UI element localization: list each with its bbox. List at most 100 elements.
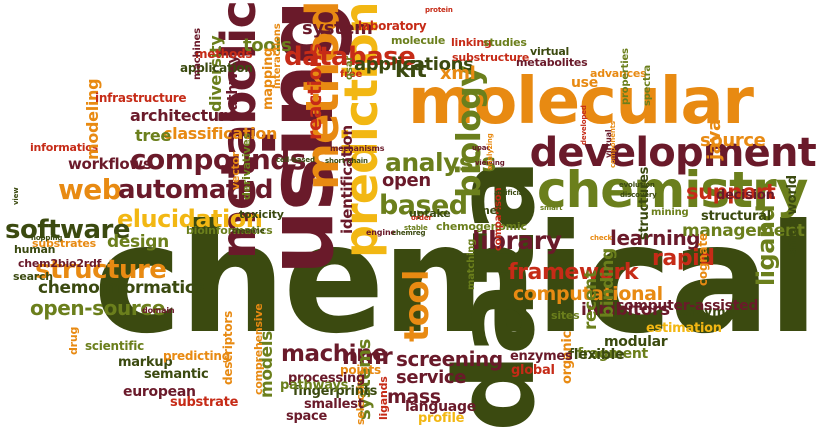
cloud-word: substructure [452,51,530,64]
cloud-word: framework [508,260,639,285]
cloud-word: tool [397,270,437,342]
cloud-word: check [590,234,612,242]
cloud-word: biology [449,65,488,198]
cloud-word: chemoinformatics [38,278,205,298]
cloud-word: artificial [494,189,526,197]
cloud-word: pathways [280,378,349,393]
cloud-word: database [284,42,416,72]
cloud-word: machine [281,341,388,367]
cloud-word: chem2bio2rdf [18,257,102,270]
cloud-word: management [682,221,805,241]
cloud-word: estimation [646,321,722,336]
cloud-word: bioinformatics [186,224,273,237]
cloud-word: space [286,409,328,424]
cloud-word: substrate [170,395,239,410]
cloud-word: screening [396,347,503,371]
cloud-word: automated [118,175,274,205]
cloud-word: new [482,204,507,217]
cloud-word: european [123,384,196,400]
cloud-word: markup [118,355,173,370]
cloud-word: studies [483,36,527,49]
cloud-word: substrates [32,237,96,250]
cloud-word: classification [163,124,278,143]
cloud-word: machines [192,28,203,80]
cloud-word: sites [551,309,580,322]
cloud-word: domain [142,306,175,315]
cloud-word: structural [701,209,771,224]
cloud-word: chemine [232,227,265,235]
cloud-word: vector [229,151,242,190]
cloud-word: kit [395,58,427,83]
cloud-word: methods [195,47,253,61]
cloud-word: system [302,18,373,39]
cloud-word: matching [466,238,477,290]
cloud-word: based [379,190,468,221]
cloud-word: computer-assisted [616,298,759,314]
cloud-word: library [472,226,562,255]
cloud-word: fragment [577,346,648,362]
cloud-word: laboratory [358,19,427,33]
cloud-word: hopping [31,234,63,242]
cloud-word: elucidation [117,205,263,233]
cloud-word: drug [67,326,80,355]
cloud-word: fingerprints [293,384,378,399]
cloud-word: profile [418,411,465,426]
cloud-word: open-source [30,296,165,320]
cloud-word: linking [451,36,492,49]
cloud-word: tree [135,126,171,145]
cloud-word: identification [338,125,356,234]
cloud-word: open [382,170,431,191]
cloud-word: human [14,243,56,256]
cloud-word: use [571,75,598,91]
cloud-word: workflows [68,155,152,173]
cloud-word: spectra [642,65,653,106]
cloud-word: decision [716,188,775,203]
cloud-word: smallest [304,397,364,412]
cloud-word: semantic [144,367,209,382]
cloud-word: tools [243,35,292,56]
cloud-word: architecture [130,106,237,125]
cloud-word: properties [620,48,631,105]
cloud-word: cognate [696,233,710,286]
cloud-word: uptake [409,207,451,220]
cloud-word: search [13,270,53,283]
cloud-word: enzyme [679,305,734,320]
cloud-word: compounds [130,143,306,176]
cloud-word: virtual [530,45,570,58]
cloud-word: informatics [30,141,98,154]
cloud-word: comprehensive [252,303,265,395]
cloud-word: mining [651,207,689,218]
cloud-word: view [12,187,20,205]
cloud-word: viewing [475,159,505,167]
cloud-word: nmr [342,344,393,370]
cloud-word: short chain [325,157,368,165]
cloud-word: applications [354,54,474,75]
cloud-word: chemistry [537,161,808,219]
cloud-word: small world [785,175,800,257]
cloud-word: discovery [620,191,657,199]
cloud-word: flexible [568,347,625,363]
cloud-word: inhibitors [581,300,670,320]
cloud-word: derivatives [240,133,253,200]
cloud-word: ligands [377,376,390,420]
cloud-word: evolution [619,181,655,189]
cloud-word: descriptors [221,310,235,385]
cloud-word: modular [604,334,668,350]
cloud-word: advances [590,67,647,80]
cloud-word: free [340,69,363,80]
cloud-word: engine [366,228,396,237]
cloud-word: rapid [652,246,715,271]
cloud-word: source [700,130,766,151]
cloud-word: design [107,232,169,252]
cloud-word: stable [404,224,428,232]
cloud-word: mass [387,386,441,408]
cloud-word: developed [580,105,588,145]
cloud-word: analysis [385,148,496,177]
cloud-word: components [609,121,617,168]
cloud-word: processing [288,371,366,386]
cloud-word: analyzing [486,133,494,170]
cloud-word: application [180,61,253,75]
cloud-word: computational [513,283,663,305]
cloud-word: support [686,180,776,204]
cloud-word: qsar [344,56,355,80]
